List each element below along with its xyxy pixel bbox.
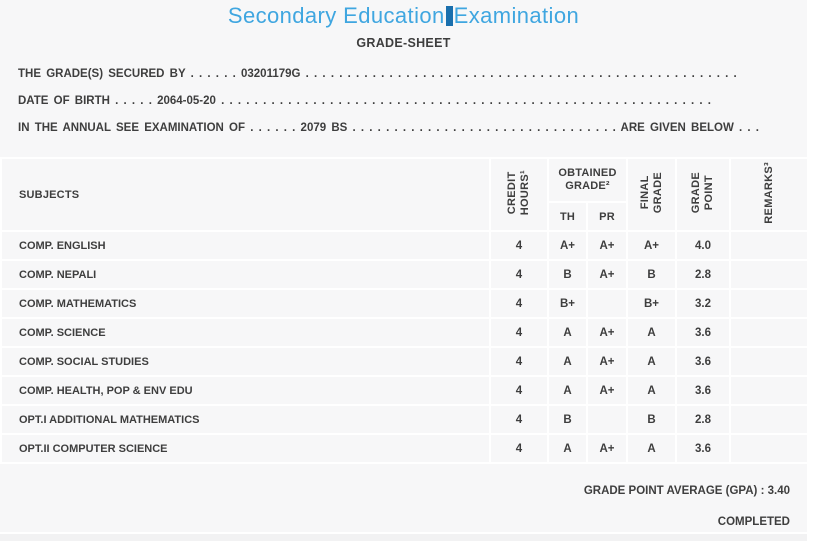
gradesheet-heading: GRADE-SHEET (356, 36, 451, 50)
remarks-cell (729, 288, 807, 319)
remarks-cell (729, 259, 807, 290)
grade-point-cell: 3.6 (675, 375, 732, 406)
th-grade-cell: A (547, 346, 588, 377)
col-header-credit-hours: CREDIT HOURS¹ (489, 157, 549, 232)
pr-grade-cell: A+ (585, 375, 629, 406)
credit-hours-cell: 4 (489, 404, 549, 435)
th-grade-cell: A (547, 375, 588, 406)
grades-table: SUBJECTS CREDIT HOURS¹ OBTAINED GRADE² F… (0, 157, 807, 464)
subject-cell: OPT.II COMPUTER SCIENCE (0, 433, 491, 464)
text-cursor-icon (445, 6, 453, 26)
grade-point-cell: 3.6 (675, 317, 732, 348)
subject-cell: COMP. ENGLISH (0, 230, 491, 261)
th-grade-cell: B+ (547, 288, 588, 319)
grades-secured-by-line: THE GRADE(S) SECURED BY . . . . . . 0320… (18, 68, 737, 80)
subject-cell: OPT.I ADDITIONAL MATHEMATICS (0, 404, 491, 435)
col-header-final-grade: FINAL GRADE (626, 157, 678, 232)
table-row: COMP. HEALTH, POP & ENV EDU 4 A A+ A 3.6 (0, 375, 807, 406)
gpa-summary: GRADE POINT AVERAGE (GPA) : 3.40 (583, 485, 790, 497)
grade-point-cell: 2.8 (675, 404, 732, 435)
remarks-cell (729, 375, 807, 406)
subject-cell: COMP. NEPALI (0, 259, 491, 290)
grade-point-cell: 3.2 (675, 288, 732, 319)
grade-point-cell: 4.0 (675, 230, 732, 261)
pr-grade-cell (585, 404, 629, 435)
subject-cell: COMP. SCIENCE (0, 317, 491, 348)
table-row: COMP. NEPALI 4 B A+ B 2.8 (0, 259, 807, 290)
final-grade-cell: A (626, 346, 678, 377)
credit-hours-cell: 4 (489, 288, 549, 319)
pr-grade-cell: A+ (585, 346, 629, 377)
gradesheet-panel: Secondary Education Examination GRADE-SHE… (0, 0, 807, 541)
credit-hours-cell: 4 (489, 346, 549, 377)
subject-cell: COMP. HEALTH, POP & ENV EDU (0, 375, 491, 406)
pr-grade-cell: A+ (585, 259, 629, 290)
remarks-cell (729, 404, 807, 435)
grade-point-cell: 3.6 (675, 346, 732, 377)
subject-cell: COMP. MATHEMATICS (0, 288, 491, 319)
title-text-right: Examination (453, 3, 580, 28)
final-grade-cell: A (626, 317, 678, 348)
col-header-subjects: SUBJECTS (0, 157, 491, 232)
pr-grade-cell: A+ (585, 433, 629, 464)
page-title[interactable]: Secondary Education Examination (0, 0, 807, 28)
grade-point-cell: 2.8 (675, 259, 732, 290)
th-grade-cell: A (547, 317, 588, 348)
pr-grade-cell (585, 288, 629, 319)
th-grade-cell: A+ (547, 230, 588, 261)
subject-cell: COMP. SOCIAL STUDIES (0, 346, 491, 377)
remarks-cell (729, 317, 807, 348)
credit-hours-cell: 4 (489, 259, 549, 290)
date-of-birth-line: DATE OF BIRTH . . . . . 2064-05-20 . . .… (18, 95, 711, 107)
final-grade-cell: B+ (626, 288, 678, 319)
final-grade-cell: B (626, 259, 678, 290)
table-row: COMP. SCIENCE 4 A A+ A 3.6 (0, 317, 807, 348)
footer-strip (0, 532, 807, 541)
th-grade-cell: A (547, 433, 588, 464)
credit-hours-cell: 4 (489, 317, 549, 348)
final-grade-cell: B (626, 404, 678, 435)
examination-year-line: IN THE ANNUAL SEE EXAMINATION OF . . . .… (18, 122, 759, 134)
grade-point-cell: 3.6 (675, 433, 732, 464)
title-text-left: Secondary Education (227, 3, 445, 28)
credit-hours-cell: 4 (489, 375, 549, 406)
pr-grade-cell: A+ (585, 317, 629, 348)
table-row: COMP. ENGLISH 4 A+ A+ A+ 4.0 (0, 230, 807, 261)
table-row: OPT.II COMPUTER SCIENCE 4 A A+ A 3.6 (0, 433, 807, 464)
final-grade-cell: A+ (626, 230, 678, 261)
final-grade-cell: A (626, 433, 678, 464)
remarks-cell (729, 230, 807, 261)
th-grade-cell: B (547, 259, 588, 290)
table-row: COMP. SOCIAL STUDIES 4 A A+ A 3.6 (0, 346, 807, 377)
col-header-remarks: REMARKS³ (729, 157, 807, 232)
candidate-info: THE GRADE(S) SECURED BY . . . . . . 0320… (18, 68, 789, 135)
remarks-cell (729, 433, 807, 464)
col-header-grade-point: GRADE POINT (675, 157, 732, 232)
table-row: COMP. MATHEMATICS 4 B+ B+ 3.2 (0, 288, 807, 319)
remarks-cell (729, 346, 807, 377)
credit-hours-cell: 4 (489, 230, 549, 261)
pr-grade-cell: A+ (585, 230, 629, 261)
col-header-pr: PR (585, 201, 629, 232)
credit-hours-cell: 4 (489, 433, 549, 464)
col-header-obtained-grade: OBTAINED GRADE² (546, 157, 629, 203)
final-grade-cell: A (626, 375, 678, 406)
table-row: OPT.I ADDITIONAL MATHEMATICS 4 B B 2.8 (0, 404, 807, 435)
col-header-th: TH (547, 201, 588, 232)
completion-status: COMPLETED (717, 516, 790, 528)
th-grade-cell: B (547, 404, 588, 435)
